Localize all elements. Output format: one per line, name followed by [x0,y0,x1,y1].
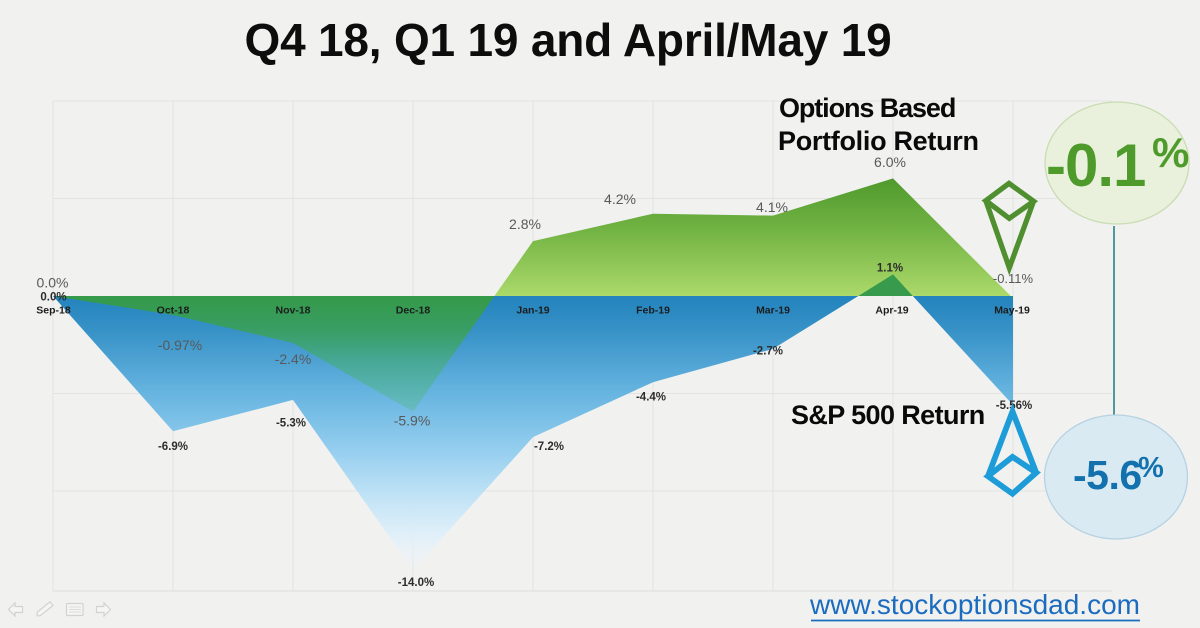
svg-text:-5.9%: -5.9% [394,413,431,429]
svg-text:-6.9%: -6.9% [158,441,188,453]
svg-text:Feb-19: Feb-19 [636,305,670,317]
svg-text:%: % [1152,129,1189,176]
svg-text:-5.6: -5.6 [1073,452,1142,498]
svg-text:-5.3%: -5.3% [276,418,306,430]
svg-text:6.0%: 6.0% [874,154,906,170]
svg-text:1.1%: 1.1% [877,263,903,275]
svg-text:-5.56%: -5.56% [996,400,1032,412]
svg-text:Sep-18: Sep-18 [36,305,71,317]
svg-text:-0.1: -0.1 [1046,132,1145,199]
svg-text:Options Based: Options Based [779,93,955,123]
svg-text:-0.11%: -0.11% [993,271,1034,286]
svg-text:4.1%: 4.1% [756,199,788,215]
svg-text:%: % [1138,452,1164,484]
svg-text:-7.2%: -7.2% [534,441,564,453]
svg-text:0.0%: 0.0% [40,292,66,304]
svg-text:Dec-18: Dec-18 [396,305,431,317]
svg-text:Mar-19: Mar-19 [756,305,790,317]
svg-text:-14.0%: -14.0% [398,577,434,589]
svg-text:Q4 18, Q1 19 and April/May 19: Q4 18, Q1 19 and April/May 19 [244,14,891,66]
svg-text:Apr-19: Apr-19 [875,305,908,317]
svg-text:Nov-18: Nov-18 [275,305,310,317]
svg-text:-4.4%: -4.4% [636,392,666,404]
svg-text:Oct-18: Oct-18 [157,305,190,317]
svg-text:4.2%: 4.2% [604,191,636,207]
svg-text:www.stockoptionsdad.com: www.stockoptionsdad.com [809,589,1140,620]
svg-text:2.8%: 2.8% [509,216,541,232]
svg-text:S&P 500 Return: S&P 500 Return [791,400,985,430]
svg-text:Jan-19: Jan-19 [516,305,549,317]
svg-text:0.0%: 0.0% [37,275,69,291]
svg-text:-2.4%: -2.4% [275,351,312,367]
svg-text:May-19: May-19 [994,305,1030,317]
svg-text:-0.97%: -0.97% [158,337,202,353]
svg-text:Portfolio Return: Portfolio Return [778,126,979,156]
svg-text:-2.7%: -2.7% [753,346,783,358]
